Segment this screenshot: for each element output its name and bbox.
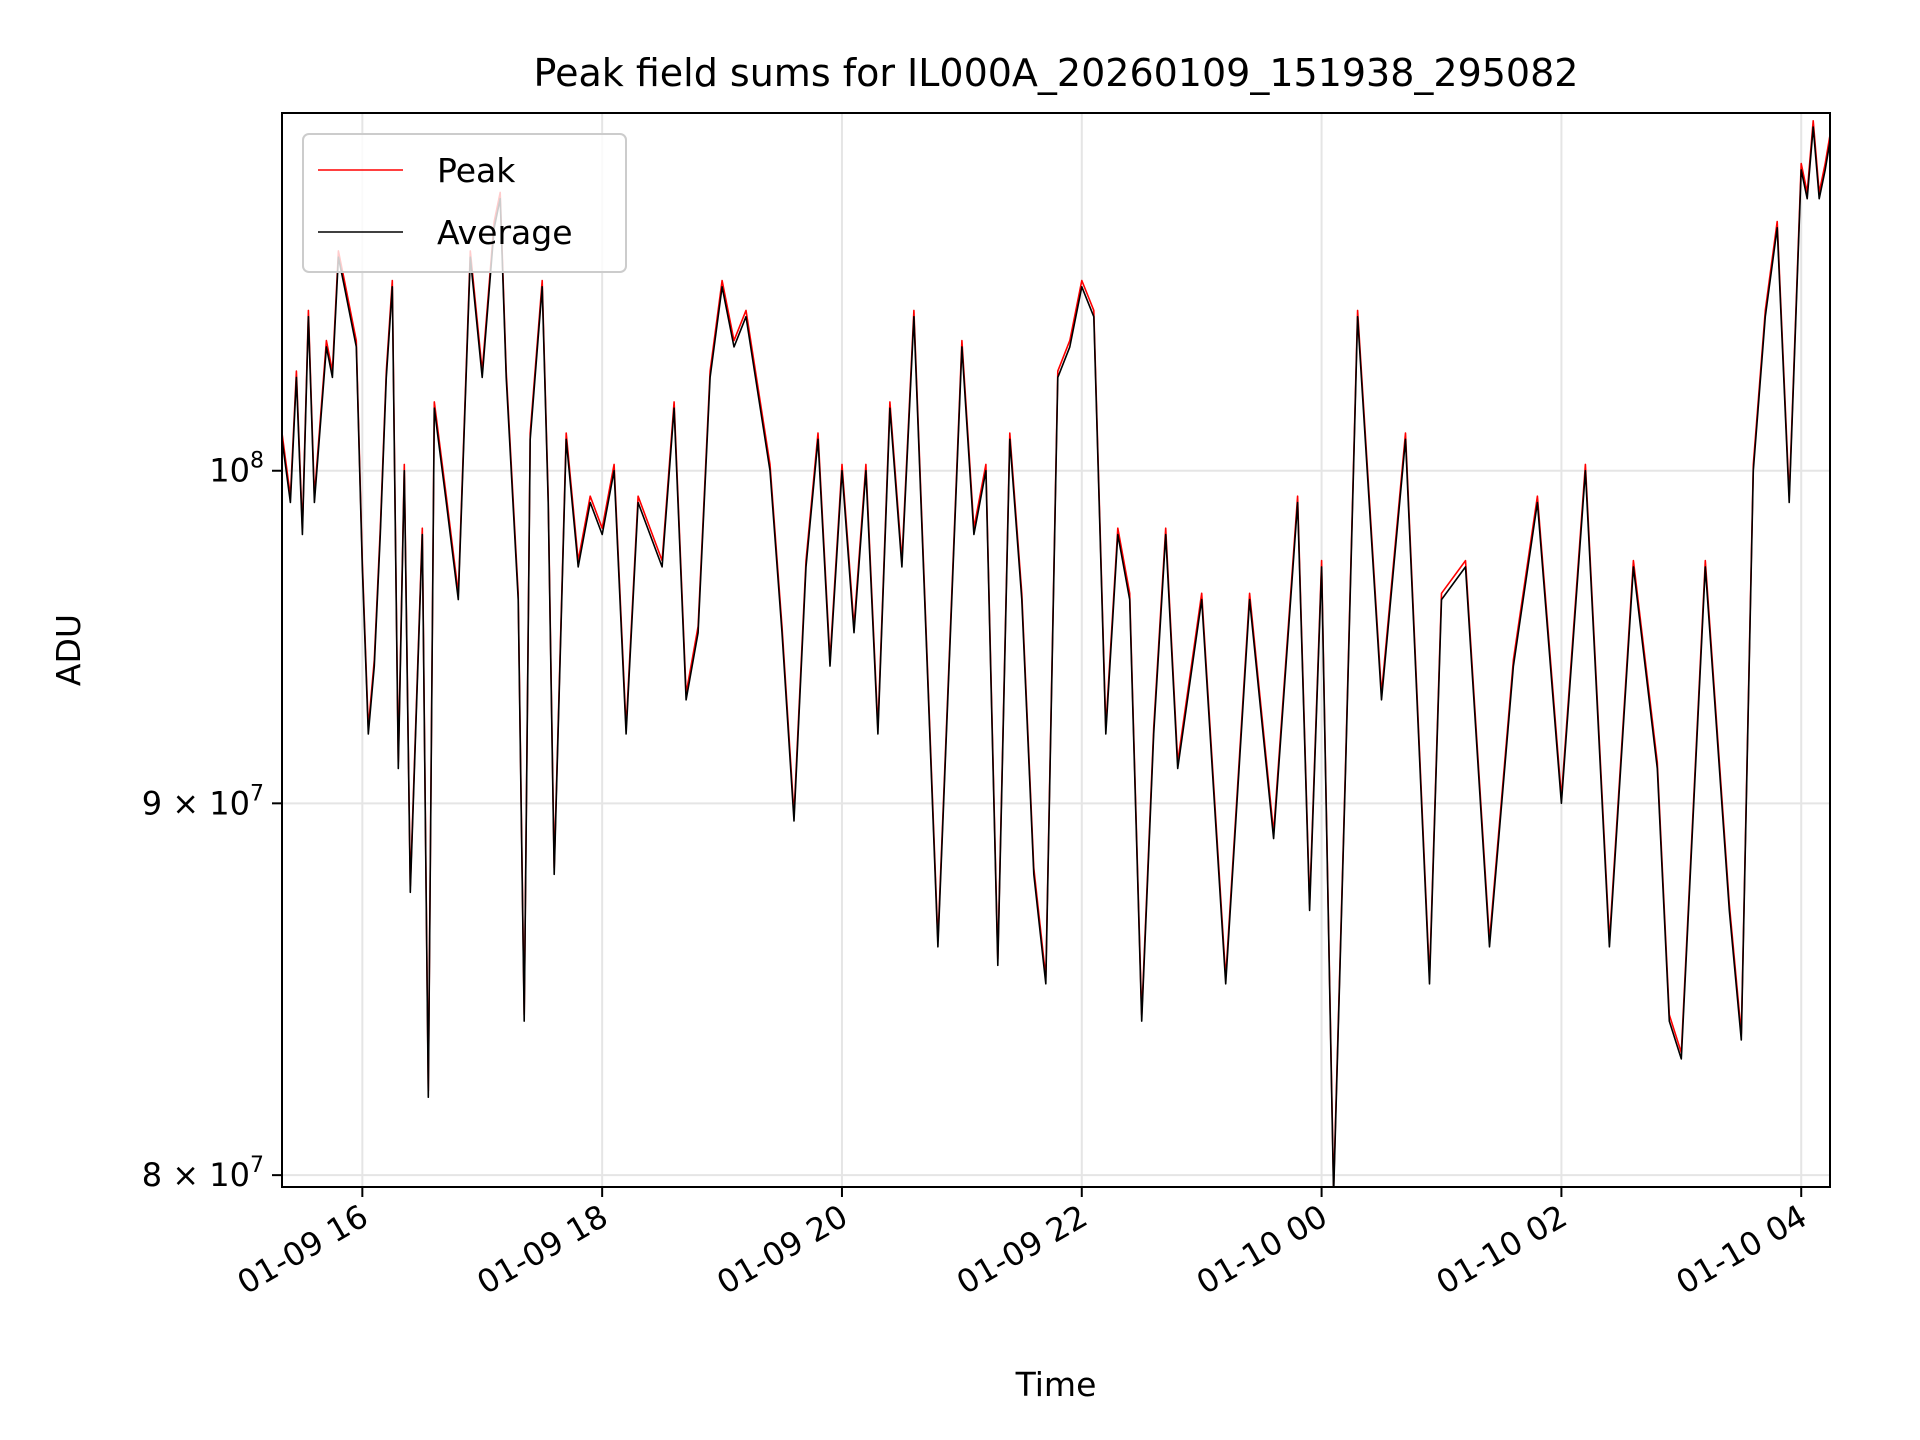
y-axis-label: ADU	[49, 614, 88, 686]
y-tick-base: 8 × 10	[142, 1156, 250, 1194]
series-line-average	[282, 126, 1830, 1187]
x-axis-label: Time	[1015, 1365, 1097, 1404]
legend: Peak Average	[302, 133, 627, 273]
y-tick-label: 8 × 107	[142, 1153, 264, 1194]
chart-title: Peak field sums for IL000A_20260109_1519…	[534, 51, 1579, 95]
legend-box	[302, 133, 627, 273]
y-tick-label: 9 × 107	[142, 781, 264, 822]
y-tick-exponent: 8	[250, 449, 264, 474]
plot-frame	[281, 112, 1831, 1188]
y-tick-label: 108	[209, 449, 264, 490]
y-tick-base: 10	[209, 452, 250, 490]
y-tick-exponent: 7	[250, 781, 264, 806]
y-tick-exponent: 7	[250, 1153, 264, 1178]
y-tick-base: 9 × 10	[142, 784, 250, 822]
grid	[282, 113, 1830, 1187]
legend-average-label: Average	[437, 213, 573, 252]
series-group	[282, 120, 1830, 1187]
legend-peak-label: Peak	[437, 151, 516, 190]
